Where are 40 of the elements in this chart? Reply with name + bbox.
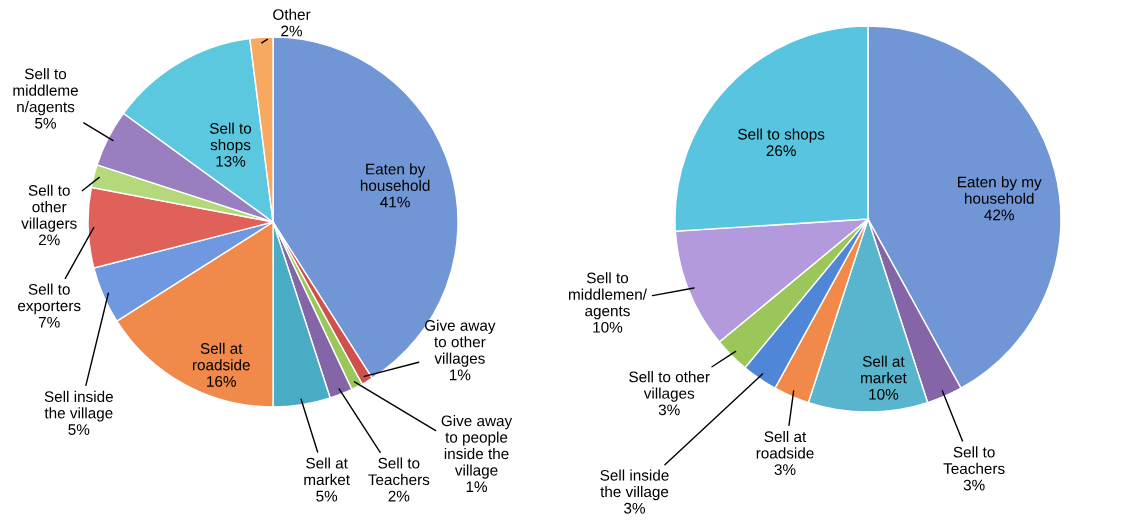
slice-label: Sell at roadside — [192, 342, 250, 371]
slice-label: Eaten by household — [360, 163, 430, 191]
data-label: 13% — [216, 155, 246, 167]
data-label: 2% — [38, 234, 60, 246]
data-label: 5% — [35, 117, 56, 129]
data-label: 10% — [869, 388, 899, 400]
data-label: 10% — [593, 321, 623, 333]
data-label: 26% — [766, 145, 796, 157]
slice-label: Give away to other villages — [424, 319, 496, 367]
slice-label: Other — [273, 8, 311, 20]
slice-label: Sell inside the village — [600, 469, 669, 501]
data-label: 41% — [380, 196, 410, 208]
data-label: 1% — [466, 481, 487, 493]
data-label: 3% — [624, 502, 645, 514]
slice-label: Give away to people inside the village — [441, 415, 513, 479]
data-label: 42% — [984, 209, 1014, 221]
slice-label: Sell to shops — [209, 122, 252, 154]
data-label: 1% — [449, 369, 471, 381]
data-label: 3% — [658, 404, 680, 416]
slice-label: Sell to middlemen/ agents — [569, 272, 647, 320]
data-label: 3% — [774, 464, 796, 476]
data-label: 5% — [316, 490, 338, 502]
slice-label: Sell inside the village — [44, 390, 113, 422]
data-label: 2% — [281, 25, 303, 37]
data-label: 2% — [388, 490, 410, 502]
data-label: 16% — [207, 376, 236, 387]
slice-label: Sell at market — [304, 457, 350, 486]
slice-label: Sell to middleme n/agents — [13, 68, 78, 116]
slice-label: Sell at market — [861, 355, 907, 384]
data-label: 5% — [68, 424, 90, 435]
slice-label: Sell to exporters — [18, 283, 81, 315]
slice-label: Sell to Teachers — [943, 446, 1005, 475]
slice-label: Sell to Teachers — [368, 457, 430, 486]
slice-label: Eaten by my household — [958, 176, 1042, 204]
data-label: 7% — [38, 316, 60, 328]
slice-label: Sell to other villagers — [21, 184, 77, 232]
data-label: 3% — [963, 479, 985, 491]
slice-label: Sell to shops — [738, 128, 825, 143]
slice-label: Sell to other villages — [629, 371, 710, 402]
slice-label: Sell at roadside — [756, 430, 814, 459]
